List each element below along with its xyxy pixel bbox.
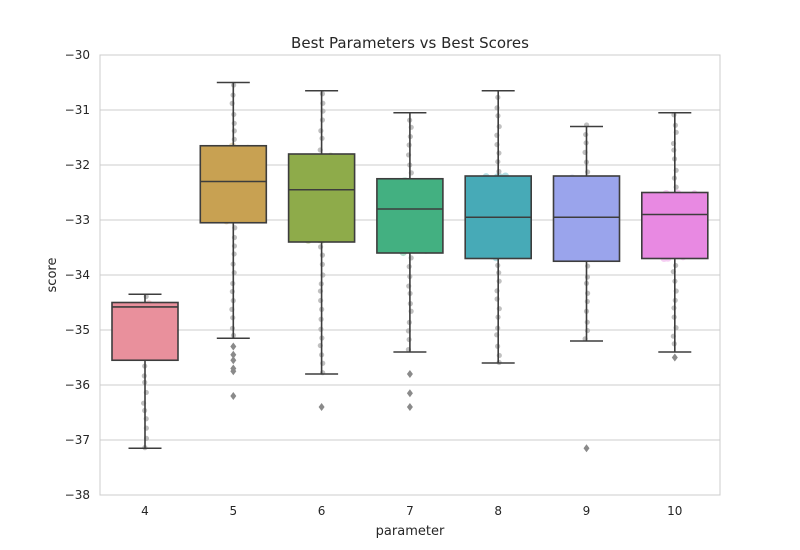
outlier-point (230, 392, 237, 400)
box-group (376, 111, 444, 411)
swarm-point (231, 136, 237, 142)
y-tick-label: −38 (65, 488, 90, 502)
outlier-point (406, 370, 413, 378)
x-tick-label: 8 (494, 504, 502, 518)
swarm-point (319, 117, 326, 123)
box-group (552, 125, 621, 453)
swarm-point (319, 91, 326, 97)
y-tick-label: −32 (65, 158, 90, 172)
swarm-point (673, 262, 679, 269)
outlier-point (230, 356, 237, 365)
y-tick-label: −33 (65, 213, 90, 227)
y-tick-label: −31 (65, 103, 90, 117)
x-tick-label: 4 (141, 504, 149, 518)
swarm-point (318, 297, 324, 304)
x-axis-label: parameter (376, 524, 445, 539)
box-group (287, 89, 356, 411)
x-tick-label: 9 (583, 504, 591, 518)
boxes (111, 81, 709, 453)
outlier-point (230, 367, 237, 376)
y-tick-label: −36 (65, 378, 90, 392)
outlier-point (406, 403, 413, 411)
x-tick-label: 10 (667, 504, 682, 518)
swarm-point (496, 278, 502, 284)
swarm-point (231, 128, 237, 134)
swarm-point (229, 325, 236, 331)
swarm-point (231, 251, 237, 257)
box-iqr (640, 191, 709, 260)
swarm-point (584, 327, 591, 334)
swarm-point (496, 123, 502, 130)
outlier-point (583, 444, 590, 453)
box-iqr (111, 301, 179, 362)
outlier-point (318, 403, 325, 411)
box-iqr (199, 144, 268, 224)
chart-title: Best Parameters vs Best Scores (291, 34, 529, 52)
box-group (464, 89, 533, 364)
swarm-point (231, 120, 237, 126)
swarm-point (584, 298, 590, 305)
outlier-point (230, 350, 237, 359)
outlier-point (671, 353, 678, 362)
y-tick-label: −30 (65, 48, 90, 62)
x-tick-label: 6 (318, 504, 326, 518)
x-tick-labels: 4 5 6 7 8 9 10 (141, 504, 682, 518)
box-iqr (287, 153, 356, 243)
swarm-point (317, 244, 324, 250)
box-group (111, 293, 179, 450)
box-iqr (552, 175, 621, 263)
box-iqr (376, 177, 444, 254)
x-tick-label: 5 (229, 504, 237, 518)
y-tick-label: −37 (65, 433, 90, 447)
outlier-point (406, 389, 413, 398)
swarm-point (671, 305, 677, 311)
y-tick-labels: −38 −37 −36 −35 −34 −33 −32 −31 −30 (65, 48, 90, 502)
swarm-point (584, 274, 591, 280)
swarm-point (229, 288, 235, 295)
box-group (199, 81, 268, 400)
y-tick-label: −34 (65, 268, 90, 282)
swarm-point (231, 270, 237, 276)
y-tick-label: −35 (65, 323, 90, 337)
swarm-point (319, 252, 326, 258)
swarm-point (671, 147, 677, 153)
x-tick-label: 7 (406, 504, 414, 518)
swarm-point (583, 131, 589, 138)
y-axis-label: score (45, 258, 60, 293)
box-group (640, 111, 709, 362)
outlier-point (230, 342, 237, 351)
